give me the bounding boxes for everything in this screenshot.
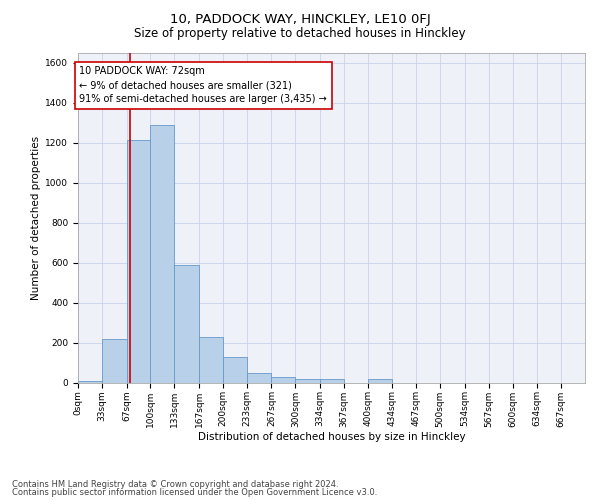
Bar: [368, 378, 392, 382]
Text: 10 PADDOCK WAY: 72sqm
← 9% of detached houses are smaller (321)
91% of semi-deta: 10 PADDOCK WAY: 72sqm ← 9% of detached h…: [79, 66, 327, 104]
Bar: [78, 380, 102, 382]
Bar: [271, 376, 295, 382]
Bar: [102, 338, 127, 382]
Bar: [295, 378, 320, 382]
Text: Size of property relative to detached houses in Hinckley: Size of property relative to detached ho…: [134, 26, 466, 40]
Text: Contains HM Land Registry data © Crown copyright and database right 2024.: Contains HM Land Registry data © Crown c…: [12, 480, 338, 489]
X-axis label: Distribution of detached houses by size in Hinckley: Distribution of detached houses by size …: [197, 432, 466, 442]
Bar: [320, 378, 344, 382]
Text: Contains public sector information licensed under the Open Government Licence v3: Contains public sector information licen…: [12, 488, 377, 497]
Bar: [199, 336, 223, 382]
Bar: [151, 124, 175, 382]
Text: 10, PADDOCK WAY, HINCKLEY, LE10 0FJ: 10, PADDOCK WAY, HINCKLEY, LE10 0FJ: [170, 12, 430, 26]
Y-axis label: Number of detached properties: Number of detached properties: [31, 136, 41, 300]
Bar: [223, 356, 247, 382]
Bar: [247, 373, 271, 382]
Bar: [127, 140, 151, 382]
Bar: [175, 264, 199, 382]
